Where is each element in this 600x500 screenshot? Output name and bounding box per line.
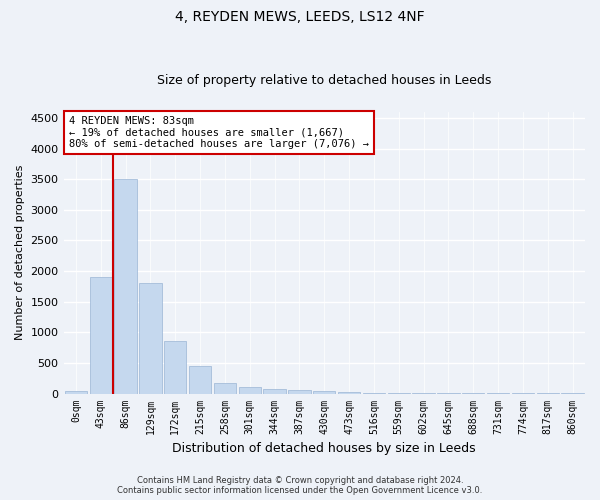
Text: 4 REYDEN MEWS: 83sqm
← 19% of detached houses are smaller (1,667)
80% of semi-de: 4 REYDEN MEWS: 83sqm ← 19% of detached h… <box>69 116 369 149</box>
Bar <box>313 391 335 394</box>
Bar <box>338 392 360 394</box>
Bar <box>189 366 211 394</box>
Y-axis label: Number of detached properties: Number of detached properties <box>15 165 25 340</box>
Bar <box>139 284 161 394</box>
Text: Contains HM Land Registry data © Crown copyright and database right 2024.
Contai: Contains HM Land Registry data © Crown c… <box>118 476 482 495</box>
Bar <box>263 388 286 394</box>
Bar <box>115 179 137 394</box>
Title: Size of property relative to detached houses in Leeds: Size of property relative to detached ho… <box>157 74 491 87</box>
Bar <box>89 277 112 394</box>
Bar <box>164 342 187 394</box>
Bar <box>239 388 261 394</box>
Bar <box>363 392 385 394</box>
Bar <box>65 391 87 394</box>
Bar <box>214 383 236 394</box>
Text: 4, REYDEN MEWS, LEEDS, LS12 4NF: 4, REYDEN MEWS, LEEDS, LS12 4NF <box>175 10 425 24</box>
Bar <box>288 390 311 394</box>
X-axis label: Distribution of detached houses by size in Leeds: Distribution of detached houses by size … <box>172 442 476 455</box>
Bar <box>388 393 410 394</box>
